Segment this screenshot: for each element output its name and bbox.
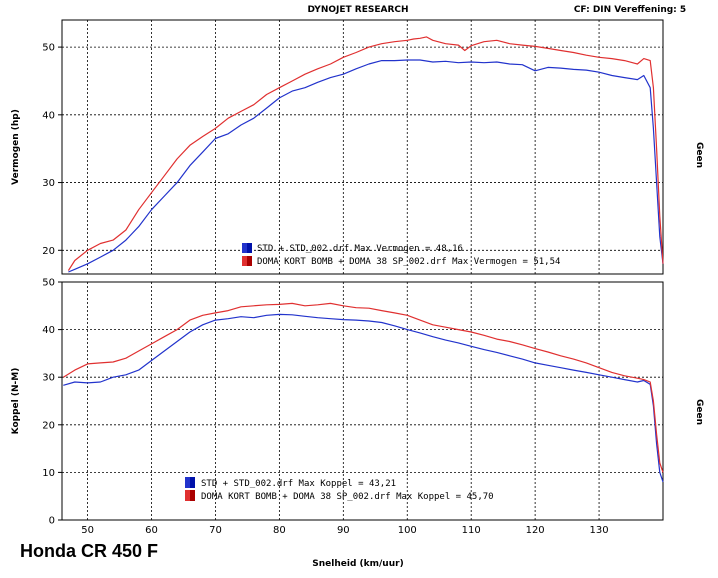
x-tick-label: 90 [337, 525, 350, 536]
torque-legend-std: STD + STD_002.drf Max Koppel = 43,21 [201, 479, 396, 489]
x-tick-label: 130 [590, 525, 609, 536]
doma-series-line [67, 36, 664, 271]
legend-std-swatch [185, 477, 190, 488]
legend-mod-swatch-shade [247, 256, 252, 266]
legend-std-swatch-shade [247, 243, 252, 253]
y-tick-label: 30 [42, 178, 55, 189]
x-tick-label: 50 [81, 525, 94, 536]
legend-std-swatch-shade [190, 477, 195, 488]
torque-grid [62, 282, 663, 520]
y-tick-label: 10 [42, 468, 55, 479]
legend-mod-swatch [185, 490, 190, 501]
x-tick-label: 100 [398, 525, 417, 536]
torque-legend: STD + STD_002.drf Max Koppel = 43,21 DOM… [185, 477, 494, 502]
torque-legend-mod: DOMA KORT BOMB + DOMA 38 SP_002.drf Max … [201, 492, 494, 502]
power-y-ticks: 20 30 40 50 [42, 43, 62, 257]
y-tick-label: 40 [42, 110, 55, 121]
std-series-line [63, 313, 664, 483]
x-tick-label: 60 [145, 525, 158, 536]
torque-y-ticks: 0 10 20 30 40 50 [42, 278, 62, 527]
x-axis-label: Snelheid (km/uur) [312, 559, 403, 569]
std-series-line [68, 59, 664, 273]
power-legend: STD + STD_002.drf Max Vermogen = 48,16 D… [242, 243, 560, 267]
torque-y-axis-label: Koppel (N-M) [11, 368, 21, 435]
power-y-axis-label: Vermogen (hp) [11, 109, 21, 185]
header-correction: CF: DIN Vereffening: 5 [574, 5, 686, 15]
legend-std-swatch [242, 243, 247, 253]
x-tick-label: 80 [273, 525, 286, 536]
y-tick-label: 40 [42, 325, 55, 336]
y-tick-label: 20 [42, 420, 55, 431]
y-tick-label: 50 [42, 43, 55, 54]
power-grid [62, 20, 663, 274]
caption-title: Honda CR 450 F [20, 541, 158, 561]
power-lines [67, 36, 664, 273]
header-title: DYNOJET RESEARCH [307, 5, 408, 15]
x-tick-labels: 50 60 70 80 90 100 110 120 130 [81, 525, 608, 536]
power-panel: 20 30 40 50 Vermogen (hp) Geen STD + STD_00… [11, 19, 704, 275]
power-legend-std: STD + STD_002.drf Max Vermogen = 48,16 [257, 244, 463, 254]
power-right-label: Geen [694, 142, 704, 168]
y-tick-label: 0 [49, 516, 55, 527]
x-tick-label: 120 [526, 525, 545, 536]
y-tick-label: 30 [42, 373, 55, 384]
torque-plot-frame [61, 281, 664, 521]
y-tick-label: 20 [42, 246, 55, 257]
legend-mod-swatch-shade [190, 490, 195, 501]
x-tick-label: 70 [209, 525, 222, 536]
torque-lines [62, 302, 664, 483]
doma-series-line [62, 302, 664, 473]
torque-right-label: Geen [694, 399, 704, 425]
legend-mod-swatch [242, 256, 247, 266]
torque-panel: 0 10 20 30 40 50 Koppel (N-M) Geen STD + STD_… [11, 278, 704, 527]
power-legend-mod: DOMA KORT BOMB + DOMA 38 SP_002.drf Max … [257, 257, 560, 267]
x-tick-label: 110 [462, 525, 481, 536]
y-tick-label: 50 [42, 278, 55, 289]
power-plot-frame [61, 19, 664, 275]
